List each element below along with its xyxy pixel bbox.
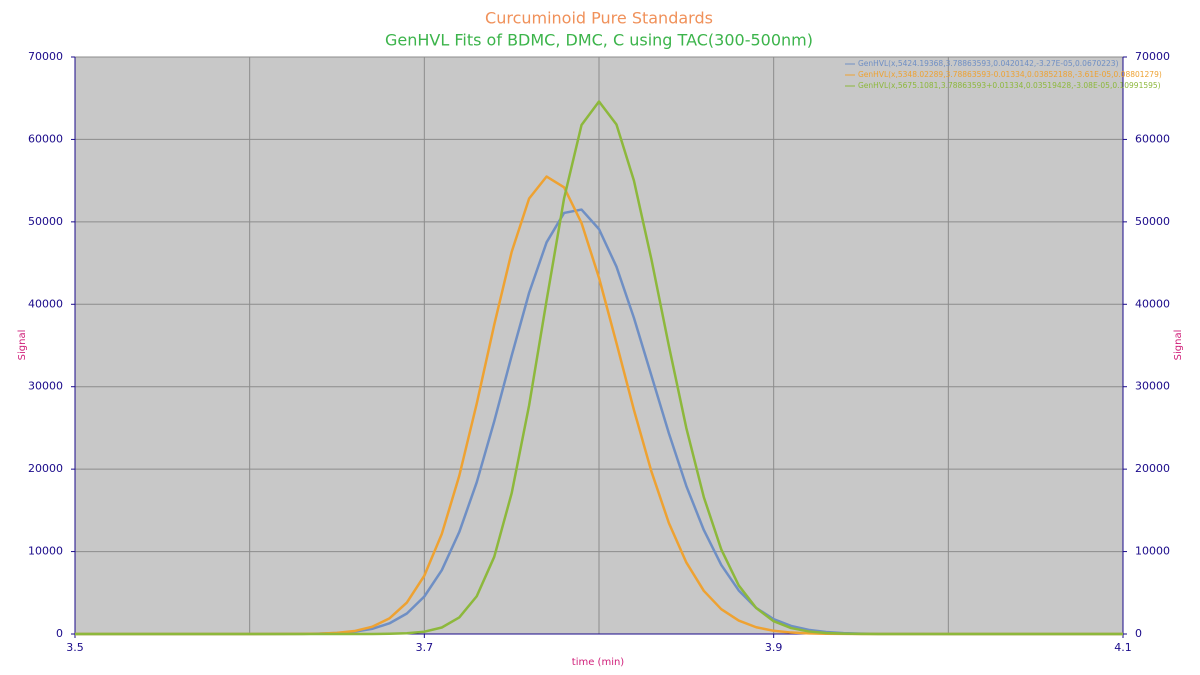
series-line	[75, 208, 1123, 636]
y-tick-label: 0	[56, 627, 63, 640]
x-tick-label: 3.5	[66, 641, 84, 654]
legend-label: GenHVL(x,5424.19368,3.78863593,0.0420142…	[858, 59, 1119, 68]
x-axis-label: time (min)	[572, 657, 625, 668]
y2-axis-label: Signal	[1173, 330, 1184, 361]
y-axis-label: Signal	[17, 330, 28, 361]
y2-tick-label: 60000	[1135, 132, 1170, 145]
y-tick-label: 50000	[28, 215, 63, 228]
series-line	[75, 175, 1123, 636]
y2-tick-label: 20000	[1135, 462, 1170, 475]
y-tick-label: 30000	[28, 380, 63, 393]
legend-label: GenHVL(x,5675.1081,3.78863593+0.01334,0.…	[858, 81, 1161, 90]
chart-subtitle: GenHVL Fits of BDMC, DMC, C using TAC(30…	[385, 31, 813, 50]
y2-tick-label: 0	[1135, 627, 1142, 640]
y-tick-label: 40000	[28, 297, 63, 310]
y2-tick-label: 50000	[1135, 215, 1170, 228]
series-line	[75, 100, 1123, 636]
legend-label: GenHVL(x,5348.02289,3.78863593-0.01334,0…	[858, 70, 1162, 79]
y2-tick-label: 70000	[1135, 50, 1170, 63]
y-tick-label: 20000	[28, 462, 63, 475]
y-tick-label: 60000	[28, 132, 63, 145]
x-tick-label: 3.7	[416, 641, 434, 654]
y-tick-label: 70000	[28, 50, 63, 63]
y-tick-label: 10000	[28, 545, 63, 558]
chart-title: Curcuminoid Pure Standards	[485, 9, 713, 28]
x-tick-label: 3.9	[765, 641, 783, 654]
y2-tick-label: 30000	[1135, 380, 1170, 393]
y2-tick-label: 10000	[1135, 545, 1170, 558]
y2-tick-label: 40000	[1135, 297, 1170, 310]
x-tick-label: 4.1	[1114, 641, 1132, 654]
